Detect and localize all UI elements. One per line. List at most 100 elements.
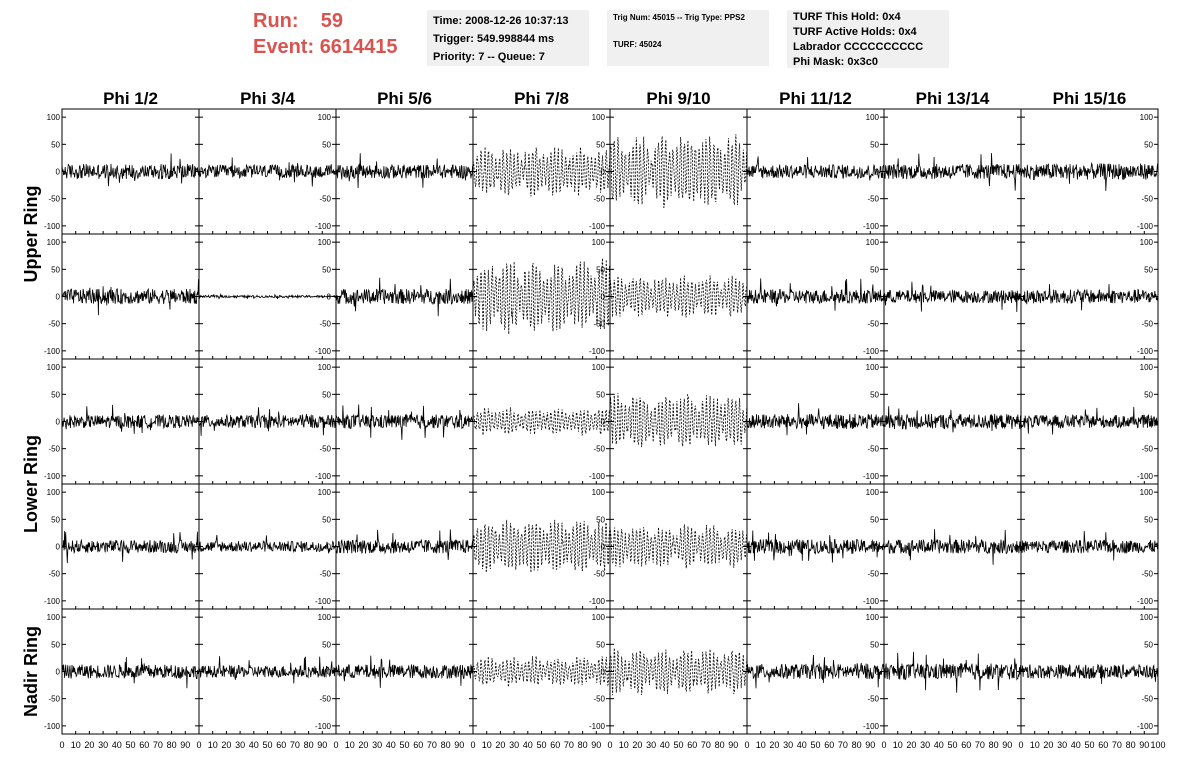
waveform-trace bbox=[1020, 284, 1159, 311]
x-tick-label: 20 bbox=[495, 740, 505, 750]
y-tick-label: -50 bbox=[48, 695, 60, 704]
x-tick-label: 40 bbox=[523, 740, 533, 750]
x-tick-label: 0 bbox=[1018, 740, 1023, 750]
y-tick-label: 50 bbox=[870, 640, 879, 649]
y-tick-label: 100 bbox=[47, 488, 61, 497]
x-tick-label: 50 bbox=[1084, 740, 1094, 750]
y-tick-label: -50 bbox=[319, 195, 331, 204]
y-tick-label: -50 bbox=[48, 320, 60, 329]
waveform-trace bbox=[883, 651, 1022, 693]
event-value: 6614415 bbox=[319, 36, 398, 58]
x-tick-label: 70 bbox=[153, 740, 163, 750]
y-tick-label: -100 bbox=[315, 597, 332, 606]
panel-frame bbox=[746, 483, 885, 610]
y-tick-label: 100 bbox=[47, 113, 61, 122]
waveform-trace bbox=[609, 134, 748, 209]
x-tick-label: 80 bbox=[167, 740, 177, 750]
waveform-trace bbox=[883, 406, 1022, 433]
y-tick-label: -100 bbox=[1137, 472, 1154, 481]
y-tick-label: 100 bbox=[592, 238, 606, 247]
panel-frame bbox=[609, 608, 748, 735]
x-tick-label: 40 bbox=[934, 740, 944, 750]
waveform-trace bbox=[472, 656, 611, 688]
ring-label: Lower Ring bbox=[21, 435, 41, 533]
x-tick-label: 20 bbox=[906, 740, 916, 750]
y-tick-label: 100 bbox=[318, 238, 332, 247]
x-tick-label: 10 bbox=[208, 740, 218, 750]
x-tick-label: 70 bbox=[1112, 740, 1122, 750]
waveform-trace bbox=[746, 403, 885, 436]
x-tick-label: 30 bbox=[1057, 740, 1067, 750]
x-tick-label: 60 bbox=[413, 740, 423, 750]
labrador-text: Labrador CCCCCCCCCC bbox=[793, 41, 924, 53]
y-tick-label: 0 bbox=[56, 418, 61, 427]
waveform-trace bbox=[883, 153, 1022, 191]
y-tick-label: 50 bbox=[51, 140, 60, 149]
waveform-trace bbox=[1020, 162, 1159, 191]
x-tick-label: 30 bbox=[920, 740, 930, 750]
waveform-trace bbox=[472, 146, 611, 197]
y-tick-label: -100 bbox=[863, 597, 880, 606]
y-tick-label: 50 bbox=[596, 140, 605, 149]
y-tick-label: 50 bbox=[51, 390, 60, 399]
waveform-trace bbox=[61, 279, 200, 316]
panel-frame bbox=[472, 233, 611, 360]
y-tick-label: 100 bbox=[318, 113, 332, 122]
y-tick-label: -50 bbox=[319, 445, 331, 454]
y-tick-label: -50 bbox=[593, 445, 605, 454]
x-tick-label: 20 bbox=[358, 740, 368, 750]
x-tick-label: 90 bbox=[454, 740, 464, 750]
y-tick-label: 50 bbox=[596, 265, 605, 274]
time-info-box: Time: 2008-12-26 10:37:13 Trigger: 549.9… bbox=[427, 10, 589, 66]
x-tick-label: 50 bbox=[262, 740, 272, 750]
y-tick-label: -50 bbox=[867, 695, 879, 704]
x-tick-label: 90 bbox=[1139, 740, 1149, 750]
x-tick-label: 60 bbox=[961, 740, 971, 750]
y-tick-label: -50 bbox=[867, 195, 879, 204]
x-tick-label: 50 bbox=[810, 740, 820, 750]
column-header: Phi 1/2 bbox=[103, 89, 158, 108]
y-tick-label: 0 bbox=[327, 168, 332, 177]
trig-info-box: Trig Num: 45015 -- Trig Type: PPS2 TURF:… bbox=[607, 10, 769, 66]
y-tick-label: -100 bbox=[1137, 347, 1154, 356]
x-tick-label: 60 bbox=[139, 740, 149, 750]
x-tick-label: 10 bbox=[345, 740, 355, 750]
y-tick-label: -100 bbox=[315, 222, 332, 231]
waveform-trace bbox=[335, 277, 474, 317]
y-tick-label: 0 bbox=[56, 668, 61, 677]
y-tick-label: -100 bbox=[44, 472, 61, 481]
ring-label: Upper Ring bbox=[21, 186, 41, 283]
x-tick-label: 30 bbox=[509, 740, 519, 750]
y-tick-label: 100 bbox=[47, 363, 61, 372]
waveform-trace bbox=[198, 656, 337, 684]
waveform-trace bbox=[1020, 406, 1159, 435]
x-tick-label: 90 bbox=[1002, 740, 1012, 750]
y-tick-label: -50 bbox=[867, 445, 879, 454]
turf-text: TURF: 45024 bbox=[613, 40, 662, 49]
panel-frame bbox=[746, 108, 885, 235]
y-tick-label: 50 bbox=[596, 390, 605, 399]
y-tick-label: 50 bbox=[322, 390, 331, 399]
x-tick-label: 70 bbox=[427, 740, 437, 750]
y-tick-label: 0 bbox=[875, 168, 880, 177]
y-tick-label: 0 bbox=[327, 543, 332, 552]
x-tick-label: 50 bbox=[673, 740, 683, 750]
y-tick-label: 50 bbox=[1144, 265, 1153, 274]
y-tick-label: 50 bbox=[596, 640, 605, 649]
x-tick-label: 20 bbox=[84, 740, 94, 750]
y-tick-label: 0 bbox=[601, 543, 606, 552]
y-tick-label: -50 bbox=[1141, 695, 1153, 704]
y-tick-label: 100 bbox=[866, 113, 880, 122]
y-tick-label: 50 bbox=[870, 390, 879, 399]
y-tick-label: 50 bbox=[1144, 390, 1153, 399]
y-tick-label: 50 bbox=[51, 640, 60, 649]
panel-frame bbox=[472, 608, 611, 735]
waveform-trace bbox=[746, 156, 885, 181]
column-header: Phi 13/14 bbox=[916, 89, 990, 108]
waveform-trace bbox=[472, 258, 611, 335]
waveform-trace bbox=[746, 278, 885, 311]
waveform-trace bbox=[472, 407, 611, 436]
y-tick-label: 0 bbox=[56, 293, 61, 302]
y-tick-label: 0 bbox=[601, 168, 606, 177]
